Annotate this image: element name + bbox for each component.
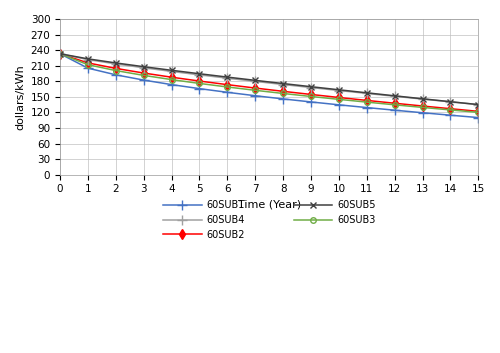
60SUB2	[392, 101, 398, 105]
60SUB4	[336, 88, 342, 92]
60SUB3	[196, 81, 202, 85]
60SUB3	[168, 77, 174, 82]
Line: 60SUB5: 60SUB5	[56, 50, 482, 108]
60SUB1	[308, 100, 314, 104]
60SUB2	[113, 66, 119, 71]
60SUB2	[252, 86, 258, 90]
Y-axis label: dollars/kWh: dollars/kWh	[15, 64, 25, 130]
60SUB5	[392, 94, 398, 98]
60SUB1	[364, 106, 370, 110]
60SUB1	[113, 73, 119, 77]
60SUB3	[57, 52, 63, 56]
60SUB5	[57, 52, 63, 56]
60SUB2	[364, 98, 370, 102]
60SUB3	[252, 88, 258, 92]
60SUB3	[336, 97, 342, 101]
Line: 60SUB2: 60SUB2	[56, 50, 482, 115]
60SUB5	[224, 75, 230, 79]
60SUB4	[364, 91, 370, 96]
60SUB2	[224, 83, 230, 87]
60SUB5	[196, 72, 202, 76]
60SUB4	[57, 52, 63, 56]
60SUB4	[392, 94, 398, 98]
60SUB1	[420, 110, 426, 115]
60SUB3	[476, 110, 482, 114]
60SUB2	[196, 79, 202, 83]
60SUB5	[336, 88, 342, 92]
60SUB5	[448, 100, 454, 104]
60SUB5	[280, 82, 286, 86]
Line: 60SUB1: 60SUB1	[55, 49, 483, 122]
60SUB4	[140, 66, 146, 70]
60SUB3	[85, 62, 91, 67]
60SUB2	[57, 52, 63, 56]
60SUB3	[140, 73, 146, 78]
60SUB1	[280, 97, 286, 101]
60SUB5	[168, 68, 174, 72]
60SUB5	[476, 102, 482, 107]
60SUB1	[392, 108, 398, 112]
60SUB4	[448, 100, 454, 104]
60SUB3	[420, 105, 426, 109]
60SUB3	[448, 108, 454, 112]
Line: 60SUB3: 60SUB3	[57, 51, 481, 115]
60SUB2	[140, 71, 146, 75]
60SUB2	[85, 61, 91, 65]
Legend: 60SUB1, 60SUB4, 60SUB2, 60SUB5, 60SUB3: 60SUB1, 60SUB4, 60SUB2, 60SUB5, 60SUB3	[162, 200, 376, 240]
60SUB4	[85, 58, 91, 62]
60SUB5	[113, 61, 119, 65]
60SUB1	[448, 113, 454, 117]
60SUB4	[252, 79, 258, 84]
60SUB1	[224, 90, 230, 95]
60SUB2	[476, 109, 482, 113]
60SUB4	[168, 69, 174, 73]
60SUB2	[308, 92, 314, 97]
60SUB1	[140, 78, 146, 82]
60SUB2	[280, 89, 286, 94]
60SUB1	[168, 83, 174, 87]
60SUB4	[308, 85, 314, 90]
60SUB3	[113, 68, 119, 73]
60SUB4	[280, 82, 286, 86]
60SUB2	[420, 104, 426, 108]
60SUB3	[392, 103, 398, 107]
60SUB2	[336, 95, 342, 100]
Line: 60SUB4: 60SUB4	[55, 49, 483, 109]
60SUB5	[364, 91, 370, 95]
60SUB2	[448, 107, 454, 111]
60SUB4	[420, 97, 426, 101]
60SUB5	[308, 85, 314, 89]
60SUB3	[224, 85, 230, 89]
60SUB5	[252, 78, 258, 83]
60SUB1	[476, 115, 482, 120]
60SUB5	[420, 97, 426, 101]
60SUB1	[196, 86, 202, 91]
60SUB1	[57, 52, 63, 56]
60SUB5	[140, 65, 146, 69]
60SUB2	[168, 75, 174, 79]
60SUB5	[85, 57, 91, 61]
60SUB3	[364, 100, 370, 104]
60SUB4	[476, 102, 482, 107]
60SUB4	[224, 76, 230, 80]
60SUB3	[308, 94, 314, 98]
60SUB1	[252, 94, 258, 98]
X-axis label: Time (Year): Time (Year)	[238, 200, 301, 210]
60SUB1	[336, 103, 342, 107]
60SUB1	[85, 66, 91, 70]
60SUB3	[280, 91, 286, 96]
60SUB4	[196, 73, 202, 77]
60SUB4	[113, 62, 119, 66]
